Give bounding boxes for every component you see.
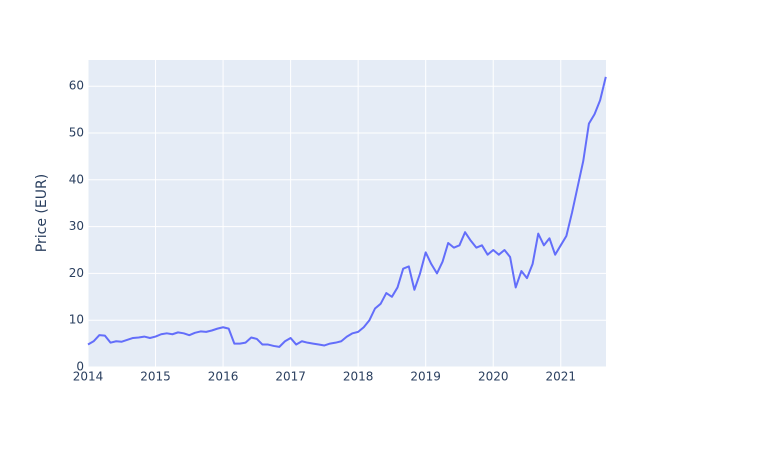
x-tick-label: 2018 [343, 370, 374, 384]
y-tick-label: 40 [69, 172, 84, 186]
y-tick-label: 20 [69, 266, 84, 280]
x-tick-label: 2017 [275, 370, 306, 384]
y-tick-label: 10 [69, 313, 84, 327]
x-tick-label: 2021 [545, 370, 576, 384]
y-tick-label: 60 [69, 79, 84, 93]
price-line [87, 76, 607, 348]
x-tick-label: 2016 [208, 370, 239, 384]
x-tick-label: 2020 [478, 370, 509, 384]
y-tick-label: 0 [76, 360, 84, 374]
y-tick-label: 30 [69, 219, 84, 233]
x-tick-label: 2014 [73, 370, 104, 384]
x-tick-label: 2019 [410, 370, 441, 384]
x-tick-label: 2015 [140, 370, 171, 384]
y-tick-label: 50 [69, 126, 84, 140]
y-axis-label: Price (EUR) [34, 174, 50, 252]
plot-area [88, 60, 606, 367]
